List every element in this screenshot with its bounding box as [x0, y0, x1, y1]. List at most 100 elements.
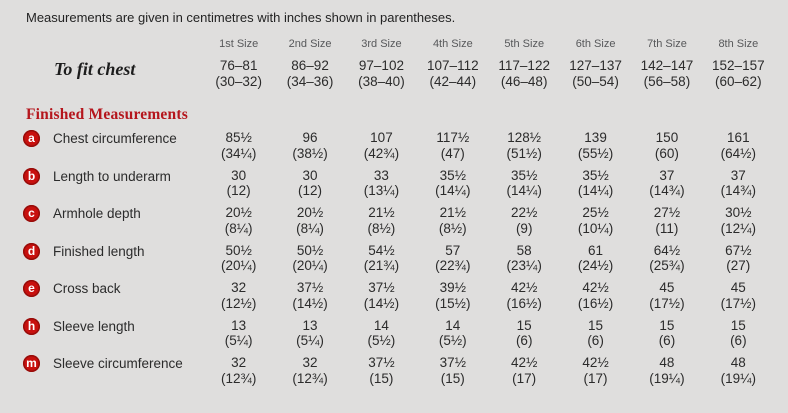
- inches-value: (15): [440, 370, 465, 386]
- cm-value: 128½: [507, 130, 542, 145]
- measurement-cell: 35½ (14¼): [417, 163, 488, 199]
- cm-value: 50½: [225, 242, 252, 258]
- measurement-cell: 20½ (8¼): [203, 200, 274, 236]
- inches-value: (20¼): [221, 258, 257, 273]
- cm-value: 37: [730, 167, 746, 183]
- measurement-cell: 21½ (8½): [417, 200, 488, 236]
- measurement-cell: 54½ (21¾): [346, 238, 417, 274]
- row-letter-badge: h: [23, 317, 40, 335]
- cm-value: 117½: [436, 130, 470, 145]
- cm-value: 85½: [225, 130, 252, 145]
- cm-value: 86–92: [291, 58, 329, 73]
- inches-value: (6): [515, 333, 533, 348]
- inches-value: (51½): [506, 145, 542, 161]
- measurement-row-label: m Sleeve circumference: [18, 350, 203, 372]
- measurement-cell: 42½ (16½): [489, 275, 560, 311]
- cm-value: 48: [730, 355, 746, 370]
- inches-value: (8½): [438, 220, 467, 236]
- cm-value: 20½: [296, 205, 324, 220]
- size-column-header: 8th Size: [718, 38, 759, 50]
- measurement-cell: 37 (14¾): [703, 163, 774, 199]
- inches-value: (60): [654, 145, 679, 161]
- to-fit-chest-cell: 142–147 (56–58): [631, 53, 702, 89]
- measurement-cell: 150 (60): [631, 125, 702, 161]
- measurement-cell: 22½ (9): [489, 200, 560, 236]
- cm-value: 161: [727, 130, 750, 145]
- size-column-header: 2nd Size: [288, 38, 332, 50]
- inches-value: (47): [440, 145, 465, 161]
- inches-value: (10¼): [577, 220, 614, 236]
- inches-value: (8½): [367, 220, 396, 236]
- measurement-cell: 35½ (14¼): [489, 163, 560, 199]
- to-fit-chest-cell: 117–122 (46–48): [489, 53, 560, 89]
- cm-value: 117–122: [498, 58, 550, 73]
- measurement-cell: 61 (24½): [560, 238, 631, 274]
- measurement-cell: 27½ (11): [631, 200, 702, 236]
- inches-value: (21¾): [363, 258, 400, 273]
- inches-value: (12): [226, 183, 251, 198]
- measurement-cell: 96 (38½): [274, 125, 345, 161]
- inches-value: (11): [655, 220, 679, 236]
- row-letter-badge: d: [23, 242, 40, 260]
- inches-value: (14¼): [435, 183, 471, 198]
- inches-value: (64½): [720, 145, 756, 161]
- inches-value: (56–58): [643, 73, 691, 89]
- cm-value: 37: [659, 167, 675, 183]
- measurement-cell: 117½ (47): [417, 125, 488, 161]
- measurement-note: Measurements are given in centimetres wi…: [26, 10, 456, 25]
- measurement-cell: 39½ (15½): [417, 275, 488, 311]
- measurement-name: Armhole depth: [53, 206, 141, 221]
- cm-value: 48: [659, 355, 675, 370]
- measurement-cell: 15 (6): [703, 313, 774, 349]
- cm-value: 37½: [296, 280, 324, 295]
- inches-value: (6): [730, 333, 747, 348]
- cm-value: 22½: [511, 205, 538, 220]
- cm-value: 39½: [439, 280, 466, 295]
- row-letter-badge: m: [23, 355, 40, 372]
- cm-value: 32: [231, 280, 247, 295]
- measurement-name: Finished length: [53, 243, 145, 259]
- inches-value: (17): [512, 370, 537, 386]
- cm-value: 13: [302, 317, 318, 333]
- cm-value: 57: [445, 242, 461, 258]
- inches-value: (17): [583, 370, 608, 386]
- cm-value: 42½: [582, 355, 609, 370]
- measurement-cell: 58 (23¼): [489, 238, 560, 274]
- measurement-cell: 30 (12): [274, 163, 345, 199]
- inches-value: (22¾): [435, 258, 471, 273]
- measurement-cell: 37½ (15): [417, 350, 488, 386]
- measurement-cell: 32 (12½): [203, 275, 274, 311]
- measurement-name: Sleeve length: [53, 318, 135, 334]
- inches-value: (19¼): [720, 370, 756, 386]
- inches-value: (5¼): [224, 333, 253, 348]
- cm-value: 33: [373, 167, 389, 183]
- inches-value: (42¾): [363, 145, 400, 161]
- cm-value: 32: [302, 355, 318, 370]
- inches-value: (14¾): [649, 183, 685, 198]
- measurement-cell: 13 (5¼): [203, 313, 274, 349]
- row-letter-badge: e: [23, 280, 40, 297]
- cm-value: 61: [588, 242, 604, 258]
- measurement-cell: 37½ (15): [346, 350, 417, 386]
- cm-value: 50½: [296, 242, 324, 258]
- inches-value: (60–62): [715, 73, 762, 89]
- cm-value: 27½: [653, 205, 681, 220]
- inches-value: (23¼): [506, 258, 542, 273]
- to-fit-chest-label: To fit chest: [54, 59, 136, 79]
- inches-value: (55½): [577, 145, 614, 161]
- measurement-name: Cross back: [53, 281, 121, 296]
- cm-value: 35½: [511, 167, 538, 183]
- cm-value: 14: [445, 317, 461, 333]
- row-letter-badge: b: [23, 167, 40, 185]
- measurement-cell: 57 (22¾): [417, 238, 488, 274]
- inches-value: (6): [658, 333, 676, 348]
- size-column-header: 7th Size: [647, 38, 687, 50]
- size-column-header: 5th Size: [504, 38, 545, 50]
- cm-value: 107: [370, 130, 393, 145]
- measurement-name: Length to underarm: [53, 168, 171, 184]
- inches-value: (12): [298, 183, 323, 198]
- inches-value: (14½): [292, 295, 328, 311]
- measurement-cell: 128½ (51½): [489, 125, 560, 161]
- cm-value: 35½: [582, 167, 609, 183]
- measurement-row-label: b Length to underarm: [18, 163, 203, 185]
